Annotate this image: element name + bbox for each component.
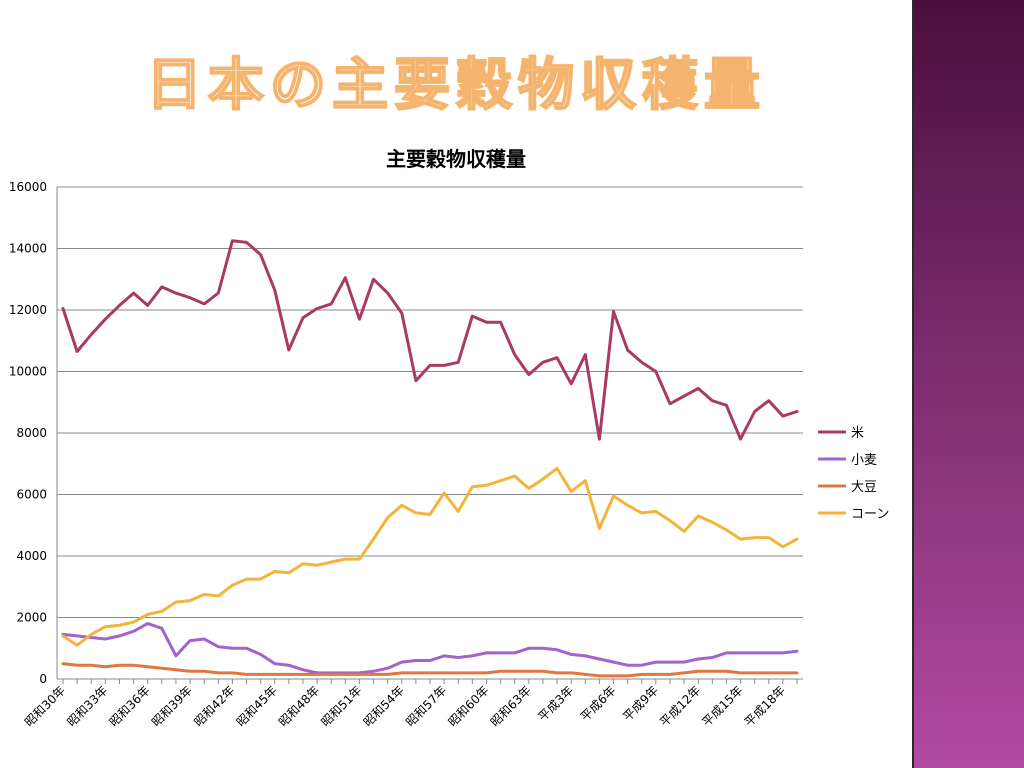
y-tick-label: 12000	[9, 303, 47, 317]
y-tick-label: 10000	[9, 365, 47, 379]
chart-title: 主要穀物収穫量	[386, 147, 526, 171]
x-tick-label: 平成9年	[620, 683, 661, 724]
x-tick-label: 昭和33年	[64, 683, 110, 729]
x-tick-label: 昭和42年	[191, 683, 237, 729]
y-tick-label: 0	[39, 672, 47, 686]
x-tick-label: 平成15年	[699, 683, 745, 729]
x-tick-label: 昭和57年	[403, 683, 449, 729]
x-tick-label: 昭和63年	[488, 683, 534, 729]
series-line-3	[61, 466, 799, 647]
x-tick-label: 平成18年	[742, 683, 788, 729]
x-tick-label: 昭和51年	[318, 683, 364, 729]
series-lines	[61, 239, 799, 678]
y-tick-label: 14000	[9, 242, 47, 256]
y-tick-label: 6000	[16, 488, 47, 502]
decorative-side-bar	[912, 0, 1024, 768]
gridlines	[57, 186, 803, 680]
x-tick-label: 平成3年	[536, 683, 577, 724]
y-tick-label: 16000	[9, 180, 47, 194]
x-tick-label: 昭和30年	[22, 683, 68, 729]
legend-label: コーン	[851, 507, 889, 522]
slide-title: 日本の主要穀物収穫量	[145, 52, 766, 119]
legend-label: 大豆	[851, 480, 877, 495]
x-tick-label: 昭和45年	[234, 683, 280, 729]
line-chart: 主要穀物収穫量 0 2000 4000 6000 8000 10000 12000 14000…	[9, 147, 890, 729]
legend-label: 小麦	[851, 453, 877, 468]
y-tick-label: 4000	[16, 549, 47, 563]
series-line-2	[61, 662, 799, 678]
x-tick-label: 昭和60年	[445, 683, 491, 729]
x-tick-label: 昭和48年	[276, 683, 322, 729]
series-line-1	[61, 622, 799, 675]
x-tick-label: 昭和36年	[107, 683, 153, 729]
x-tick-label: 昭和39年	[149, 683, 195, 729]
y-tick-label: 8000	[16, 426, 47, 440]
y-tick-label: 2000	[16, 611, 47, 625]
x-tick-label: 平成6年	[578, 683, 619, 724]
x-tick-label: 平成12年	[657, 683, 703, 729]
axes: 0 2000 4000 6000 8000 10000 12000 14000 16000 昭和3…	[9, 180, 798, 729]
legend-label: 米	[851, 426, 864, 441]
series-line-0	[61, 239, 799, 441]
x-tick-label: 昭和54年	[361, 683, 407, 729]
